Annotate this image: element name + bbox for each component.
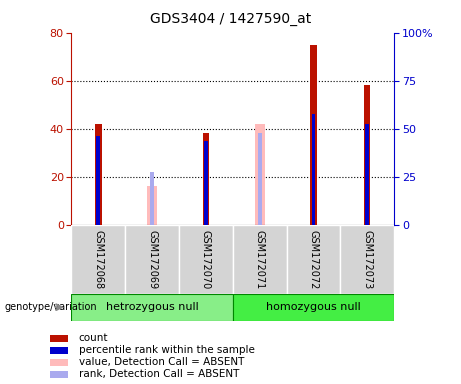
Text: percentile rank within the sample: percentile rank within the sample	[78, 345, 254, 355]
Bar	[50, 335, 68, 341]
Bar	[95, 124, 101, 225]
Text: homozygous null: homozygous null	[266, 302, 361, 312]
Text: hetrozygous null: hetrozygous null	[106, 302, 199, 312]
Text: GSM172071: GSM172071	[254, 230, 265, 289]
Text: count: count	[78, 333, 108, 343]
Bar	[233, 294, 394, 321]
Text: value, Detection Call = ABSENT: value, Detection Call = ABSENT	[78, 357, 244, 367]
Bar	[50, 371, 68, 377]
Bar	[255, 124, 265, 225]
Text: GDS3404 / 1427590_at: GDS3404 / 1427590_at	[150, 12, 311, 25]
Bar	[204, 141, 208, 225]
Bar	[50, 359, 68, 366]
Bar	[150, 172, 154, 225]
Text: genotype/variation: genotype/variation	[5, 302, 97, 312]
Text: GSM172073: GSM172073	[362, 230, 372, 289]
Bar	[364, 86, 371, 225]
Text: GSM172069: GSM172069	[147, 230, 157, 289]
Text: GSM172070: GSM172070	[201, 230, 211, 289]
FancyBboxPatch shape	[179, 225, 233, 294]
Bar	[50, 347, 68, 354]
FancyBboxPatch shape	[287, 225, 340, 294]
Bar	[203, 134, 209, 225]
FancyBboxPatch shape	[340, 225, 394, 294]
Text: GSM172068: GSM172068	[93, 230, 103, 289]
FancyBboxPatch shape	[233, 225, 287, 294]
Bar	[96, 136, 100, 225]
Bar	[148, 186, 157, 225]
Bar	[310, 45, 317, 225]
FancyBboxPatch shape	[71, 225, 125, 294]
FancyBboxPatch shape	[125, 225, 179, 294]
Bar	[366, 124, 369, 225]
Bar	[312, 114, 315, 225]
Text: GSM172072: GSM172072	[308, 230, 319, 289]
Bar	[258, 134, 261, 225]
Text: rank, Detection Call = ABSENT: rank, Detection Call = ABSENT	[78, 369, 239, 379]
Bar	[71, 294, 233, 321]
